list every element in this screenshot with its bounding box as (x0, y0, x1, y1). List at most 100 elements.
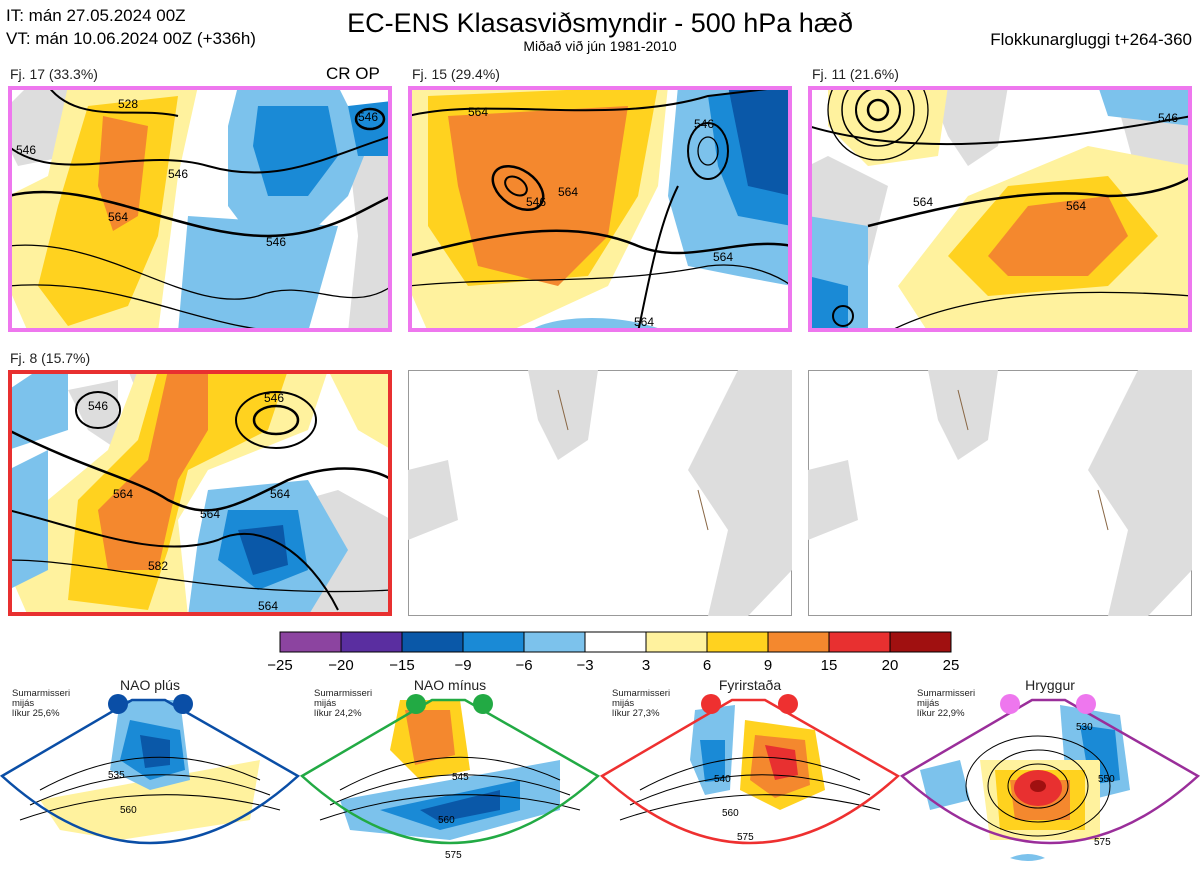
contour-label: 546 (266, 235, 286, 249)
contour-label: 546 (526, 195, 546, 209)
regime-frame (299, 698, 601, 845)
cr-op-tag: CR OP (326, 64, 380, 83)
contour-label: 575 (737, 832, 754, 843)
classification-window: Flokkunargluggi t+264-360 (990, 30, 1192, 49)
contour-label: 564 (913, 195, 933, 209)
regime-blocking: 540 560 575 (599, 680, 901, 875)
colorbar-tick: −20 (328, 657, 353, 674)
regime-marker (701, 694, 721, 714)
contour-label: 546 (694, 117, 714, 131)
contour-label: 582 (148, 559, 168, 573)
regime-ridge: 530 550 575 (899, 680, 1200, 875)
contour-label: 530 (1076, 722, 1093, 733)
valid-time: VT: mán 10.06.2024 00Z (+336h) (6, 29, 256, 48)
contour-label: 540 (714, 774, 731, 785)
colorbar-bin (462, 631, 525, 653)
contour-label: 564 (200, 507, 220, 521)
contour-label: 564 (108, 210, 128, 224)
cluster-frame (8, 86, 392, 332)
contour-label: 560 (120, 805, 137, 816)
colorbar-bin (767, 631, 830, 653)
regime-nao-minus: 545 560 575 (299, 680, 601, 875)
cluster-frame (808, 86, 1192, 332)
regime-map: 540 560 575 (599, 694, 901, 845)
colorbar-tick: 3 (642, 657, 650, 674)
colorbar-tick: 9 (764, 657, 772, 674)
cluster-label: Fj. 11 (21.6%) (812, 66, 899, 82)
regime-frame (0, 698, 301, 845)
regime-marker (406, 694, 426, 714)
cluster-label: Fj. 8 (15.7%) (10, 350, 91, 366)
contour-label: 546 (264, 391, 284, 405)
colorbar-bin (523, 631, 586, 653)
regime-marker (108, 694, 128, 714)
regime-note: Sumarmisseri mijás líkur 25,6% (12, 688, 71, 719)
initial-time: IT: mán 27.05.2024 00Z (6, 6, 186, 25)
contour-label: 528 (118, 97, 138, 111)
contour-label: 564 (113, 487, 133, 501)
colorbar-bin (645, 631, 708, 653)
contour-label: 535 (108, 770, 125, 781)
colorbar-tick: −15 (389, 657, 414, 674)
colorbar-bin (340, 631, 403, 653)
colorbar-tick: −3 (576, 657, 593, 674)
regime-title: Fyrirstaða (718, 677, 782, 693)
colorbar-bin (584, 631, 647, 653)
colorbar-bin (279, 631, 342, 653)
regime-marker (1076, 694, 1096, 714)
colorbar-tick: −25 (267, 657, 292, 674)
regime-note: Sumarmisseri mijás líkur 27,3% (612, 688, 671, 719)
empty-map (808, 370, 1192, 616)
colorbar-tick: −6 (515, 657, 532, 674)
contour-label: 545 (452, 772, 469, 783)
colorbar-bin (889, 631, 952, 653)
contour-label: 546 (16, 143, 36, 157)
colorbar: −25 −20 −15 −9 −6 −3 3 6 9 15 20 25 (267, 631, 960, 674)
regime-nao-plus: 535 560 (0, 680, 301, 875)
contour-label: 546 (168, 167, 188, 181)
colorbar-tick: 6 (703, 657, 711, 674)
regime-marker (778, 694, 798, 714)
contour-label: 564 (713, 250, 733, 264)
regime-map: 535 560 (0, 694, 301, 845)
chart-title: EC-ENS Klasasviðsmyndir - 500 hPa hæð (347, 8, 853, 38)
colorbar-bin (706, 631, 769, 653)
regime-marker (1000, 694, 1020, 714)
contour-label: 546 (358, 110, 378, 124)
regime-map: 530 550 575 (899, 694, 1200, 861)
cluster-map-15: 564 546 564 546 564 564 (408, 86, 792, 332)
contour-label: 575 (445, 850, 462, 861)
contour-label: 546 (1158, 111, 1178, 125)
contour-label: 550 (1098, 774, 1115, 785)
colorbar-bin (401, 631, 464, 653)
contour-label: 564 (258, 599, 278, 613)
cluster-frame (8, 370, 392, 616)
contour-label: 575 (1094, 837, 1111, 848)
contour-label: 564 (468, 105, 488, 119)
empty-map (408, 370, 792, 616)
regime-marker (473, 694, 493, 714)
contour-label: 564 (558, 185, 578, 199)
regime-note: Sumarmisseri mijás líkur 24,2% (314, 688, 373, 719)
contour-label: 564 (634, 315, 654, 329)
colorbar-tick: 25 (943, 657, 960, 674)
run-info: IT: mán 27.05.2024 00Z VT: mán 10.06.202… (6, 4, 256, 50)
chart-subtitle: Miðað við jún 1981-2010 (523, 38, 677, 54)
regime-title: NAO plús (120, 677, 180, 693)
colorbar-tick: 15 (821, 657, 838, 674)
regime-title: Hryggur (1025, 677, 1075, 693)
regime-title: NAO mínus (413, 677, 487, 693)
regime-frame (899, 698, 1200, 845)
cluster-label: Fj. 17 (33.3%) (10, 66, 98, 82)
cluster-frame (408, 86, 792, 332)
regime-note: Sumarmisseri mijás líkur 22,9% (917, 688, 976, 719)
regime-frame (599, 698, 901, 845)
regime-marker (173, 694, 193, 714)
cluster-map-17: 528 546 546 564 546 546 (8, 86, 392, 332)
contour-label: 564 (1066, 199, 1086, 213)
cluster-map-11: 564 546 564 (808, 86, 1192, 332)
colorbar-tick: 20 (882, 657, 899, 674)
colorbar-tick: −9 (454, 657, 471, 674)
contour-label: 546 (88, 399, 108, 413)
colorbar-bin (828, 631, 891, 653)
